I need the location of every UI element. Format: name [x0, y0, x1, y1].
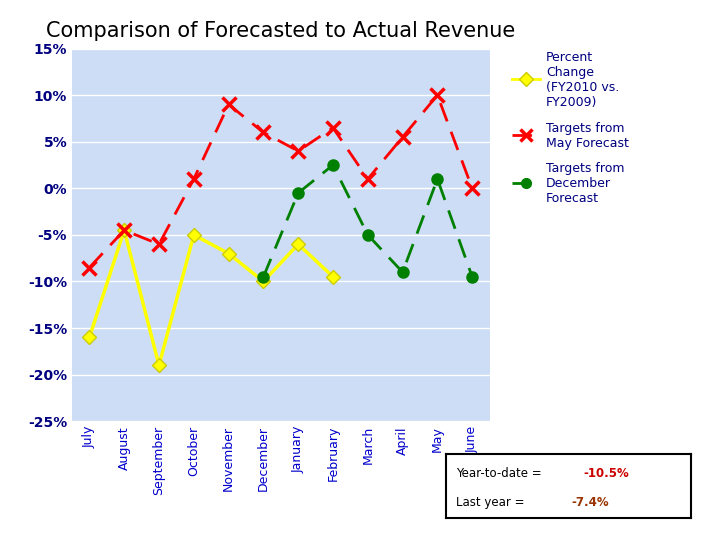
Text: Last year =: Last year = [456, 496, 528, 509]
Text: Year-to-date =: Year-to-date = [456, 467, 546, 480]
Text: -10.5%: -10.5% [583, 467, 629, 480]
Title: Comparison of Forecasted to Actual Revenue: Comparison of Forecasted to Actual Reven… [46, 22, 516, 42]
Legend: Percent
Change
(FY2010 vs.
FY2009), Targets from
May Forecast, Targets from
Dece: Percent Change (FY2010 vs. FY2009), Targ… [508, 48, 632, 209]
Text: -7.4%: -7.4% [571, 496, 609, 509]
